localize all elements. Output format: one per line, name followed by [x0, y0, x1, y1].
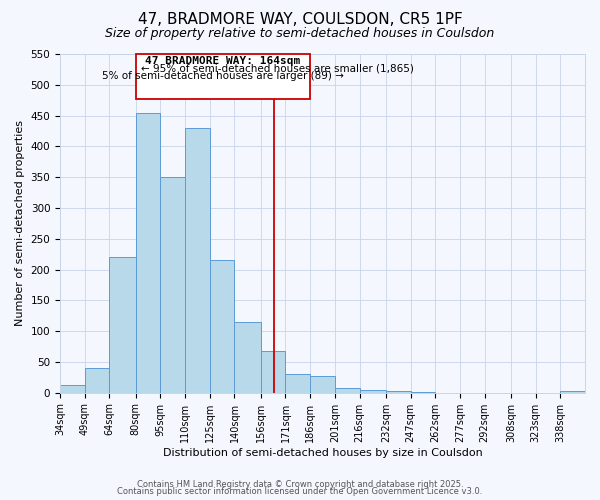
Text: 47, BRADMORE WAY, COULSDON, CR5 1PF: 47, BRADMORE WAY, COULSDON, CR5 1PF [137, 12, 463, 28]
Text: Contains HM Land Registry data © Crown copyright and database right 2025.: Contains HM Land Registry data © Crown c… [137, 480, 463, 489]
Text: 47 BRADMORE WAY: 164sqm: 47 BRADMORE WAY: 164sqm [145, 56, 301, 66]
Bar [560, 391, 585, 392]
Bar [286, 374, 310, 392]
Bar [85, 368, 109, 392]
Bar [261, 351, 286, 393]
X-axis label: Distribution of semi-detached houses by size in Coulsdon: Distribution of semi-detached houses by … [163, 448, 482, 458]
Y-axis label: Number of semi-detached properties: Number of semi-detached properties [15, 120, 25, 326]
Bar [335, 388, 359, 392]
FancyBboxPatch shape [136, 54, 310, 99]
Bar [109, 257, 136, 392]
Bar [235, 322, 261, 392]
Bar [210, 260, 235, 392]
Bar [185, 128, 210, 392]
Text: ← 95% of semi-detached houses are smaller (1,865): ← 95% of semi-detached houses are smalle… [140, 64, 413, 74]
Bar [60, 386, 85, 392]
Bar [359, 390, 386, 392]
Text: Contains public sector information licensed under the Open Government Licence v3: Contains public sector information licen… [118, 488, 482, 496]
Text: 5% of semi-detached houses are larger (89) →: 5% of semi-detached houses are larger (8… [102, 71, 344, 81]
Bar [136, 112, 160, 392]
Text: Size of property relative to semi-detached houses in Coulsdon: Size of property relative to semi-detach… [106, 28, 494, 40]
Bar [310, 376, 335, 392]
Bar [160, 177, 185, 392]
